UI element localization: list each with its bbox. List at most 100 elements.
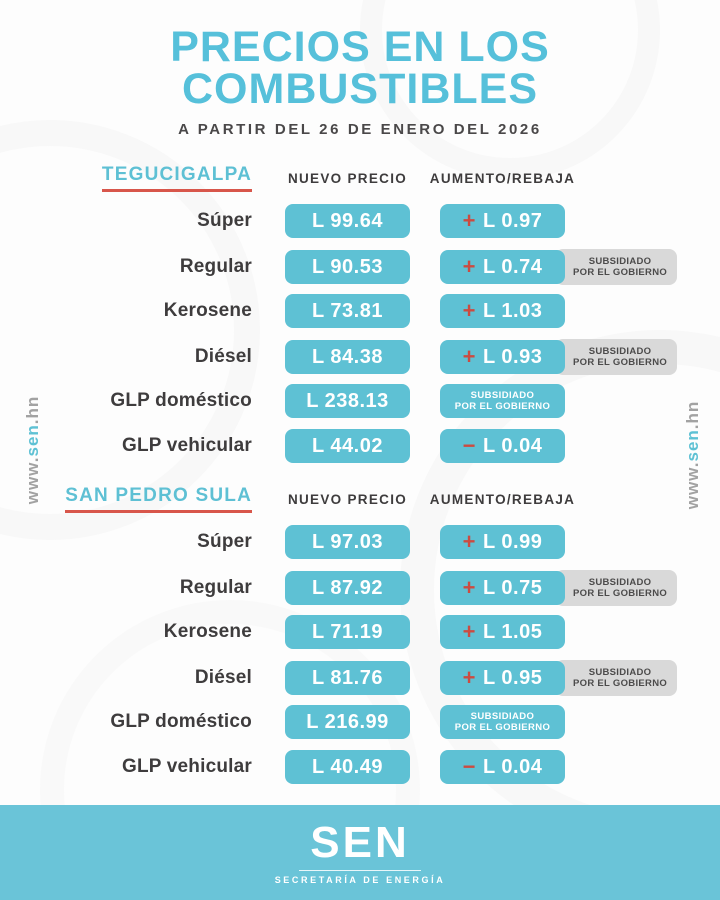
change-badge: − L 0.04 — [440, 750, 565, 785]
change-value: L 0.97 — [483, 209, 543, 232]
fuel-row-super: Súper L 99.64 + L 0.97 — [0, 204, 720, 239]
change-value: L 0.95 — [483, 666, 543, 689]
subsidy-badge: SUBSIDIADO POR EL GOBIERNO — [555, 339, 678, 376]
plus-icon: + — [462, 208, 476, 234]
subsidy-badge-line2: POR EL GOBIERNO — [573, 678, 668, 690]
minus-icon: − — [462, 754, 476, 780]
website-prefix: www. — [683, 461, 702, 510]
fuel-label: Súper — [197, 531, 252, 553]
fuel-label: Regular — [179, 577, 252, 599]
subsidy-badge-line1: SUBSIDIADO — [588, 255, 652, 267]
section-san-pedro-sula: SAN PEDRO SULA NUEVO PRECIO AUMENTO/REBA… — [0, 485, 720, 785]
website-suffix: .hn — [683, 400, 702, 430]
price-badge: L 90.53 — [285, 250, 410, 285]
fuel-label: Kerosene — [163, 300, 252, 322]
change-value: L 0.99 — [483, 530, 543, 553]
fuel-label: GLP vehicular — [121, 435, 252, 457]
plus-icon: + — [462, 344, 476, 370]
plus-icon: + — [462, 529, 476, 555]
change-value: L 0.04 — [483, 434, 543, 457]
change-badge: + L 0.75 — [440, 571, 565, 606]
change-value: L 0.75 — [483, 576, 543, 599]
subsidy-badge-line2: POR EL GOBIERNO — [573, 588, 668, 600]
price-badge: L 40.49 — [285, 750, 410, 785]
website-brand: sen — [23, 424, 42, 457]
minus-icon: − — [462, 433, 476, 459]
subsidy-box: SUBSIDIADO POR EL GOBIERNO — [440, 384, 565, 419]
subsidy-box-line1: SUBSIDIADO — [470, 390, 535, 402]
fuel-label: Súper — [197, 210, 252, 232]
fuel-row-regular: Regular L 87.92 + L 0.75 SUBSIDIADO POR … — [0, 570, 720, 607]
change-badge: + L 0.99 — [440, 525, 565, 560]
subsidy-badge: SUBSIDIADO POR EL GOBIERNO — [555, 249, 678, 286]
price-badge: L 84.38 — [285, 340, 410, 375]
website-brand: sen — [683, 429, 702, 462]
footer-divider — [299, 869, 421, 871]
price-badge: L 73.81 — [285, 294, 410, 329]
footer-org-name: SECRETARÍA DE ENERGÍA — [274, 874, 446, 885]
change-badge: + L 1.03 — [440, 294, 565, 329]
fuel-row-glp-vehicular: GLP vehicular L 40.49 − L 0.04 — [0, 750, 720, 785]
section-tegucigalpa: TEGUCIGALPA NUEVO PRECIO AUMENTO/REBAJA … — [0, 164, 720, 464]
plus-icon: + — [462, 298, 476, 324]
fuel-label: Diésel — [194, 346, 252, 368]
website-vertical-text-left: www.sen.hn — [23, 360, 47, 540]
fuel-label: GLP vehicular — [121, 756, 252, 778]
fuel-label: GLP doméstico — [110, 711, 252, 733]
price-badge: L 71.19 — [285, 615, 410, 650]
plus-icon: + — [462, 575, 476, 601]
price-badge: L 97.03 — [285, 525, 410, 560]
price-badge: L 238.13 — [285, 384, 410, 419]
fuel-label: Kerosene — [163, 621, 252, 643]
change-badge: + L 0.74 — [440, 250, 565, 285]
website-suffix: .hn — [23, 395, 42, 425]
subsidy-badge: SUBSIDIADO POR EL GOBIERNO — [555, 660, 678, 697]
city-name: SAN PEDRO SULA — [65, 485, 252, 514]
title-line-1: PRECIOS EN LOS — [170, 23, 550, 71]
website-vertical-text-right: www.sen.hn — [683, 365, 707, 545]
section-header: SAN PEDRO SULA NUEVO PRECIO AUMENTO/REBA… — [0, 485, 720, 514]
sen-logo: SEN — [310, 817, 410, 867]
section-header: TEGUCIGALPA NUEVO PRECIO AUMENTO/REBAJA — [0, 164, 720, 193]
fuel-row-super: Súper L 97.03 + L 0.99 — [0, 525, 720, 560]
change-badge: − L 0.04 — [440, 429, 565, 464]
price-badge: L 99.64 — [285, 204, 410, 239]
change-value: L 0.93 — [483, 345, 543, 368]
change-badge: + L 1.05 — [440, 615, 565, 650]
plus-icon: + — [462, 665, 476, 691]
plus-icon: + — [462, 619, 476, 645]
change-badge: + L 0.97 — [440, 204, 565, 239]
column-header-nuevo-precio: NUEVO PRECIO — [287, 491, 408, 507]
subsidy-box-line1: SUBSIDIADO — [470, 711, 535, 723]
subsidy-badge-line1: SUBSIDIADO — [588, 666, 652, 678]
page-title: PRECIOS EN LOS COMBUSTIBLES — [0, 23, 720, 111]
change-value: L 0.74 — [483, 255, 543, 278]
effective-date-subtitle: A PARTIR DEL 26 DE ENERO DEL 2026 — [178, 121, 542, 139]
fuel-label: Diésel — [194, 667, 252, 689]
fuel-row-regular: Regular L 90.53 + L 0.74 SUBSIDIADO POR … — [0, 249, 720, 286]
price-badge: L 81.76 — [285, 661, 410, 696]
footer-banner: SEN SECRETARÍA DE ENERGÍA — [0, 805, 720, 900]
subsidy-badge-line1: SUBSIDIADO — [588, 345, 652, 357]
column-header-nuevo-precio: NUEVO PRECIO — [287, 170, 408, 186]
subsidy-badge: SUBSIDIADO POR EL GOBIERNO — [555, 570, 678, 607]
plus-icon: + — [462, 254, 476, 280]
subsidy-box-line2: POR EL GOBIERNO — [454, 401, 551, 413]
change-value: L 1.03 — [483, 299, 543, 322]
subsidy-box-line2: POR EL GOBIERNO — [454, 722, 551, 734]
change-value: L 0.04 — [483, 755, 543, 778]
change-value: L 1.05 — [483, 620, 543, 643]
fuel-row-kerosene: Kerosene L 71.19 + L 1.05 — [0, 615, 720, 650]
city-name: TEGUCIGALPA — [101, 164, 252, 193]
subsidy-box: SUBSIDIADO POR EL GOBIERNO — [440, 705, 565, 740]
fuel-row-diesel: Diésel L 81.76 + L 0.95 SUBSIDIADO POR E… — [0, 660, 720, 697]
subsidy-badge-line2: POR EL GOBIERNO — [573, 357, 668, 369]
fuel-row-kerosene: Kerosene L 73.81 + L 1.03 — [0, 294, 720, 329]
subsidy-badge-line1: SUBSIDIADO — [588, 576, 652, 588]
fuel-row-glp-vehicular: GLP vehicular L 44.02 − L 0.04 — [0, 429, 720, 464]
fuel-row-diesel: Diésel L 84.38 + L 0.93 SUBSIDIADO POR E… — [0, 339, 720, 376]
price-badge: L 44.02 — [285, 429, 410, 464]
fuel-label: GLP doméstico — [110, 390, 252, 412]
change-badge: + L 0.95 — [440, 661, 565, 696]
